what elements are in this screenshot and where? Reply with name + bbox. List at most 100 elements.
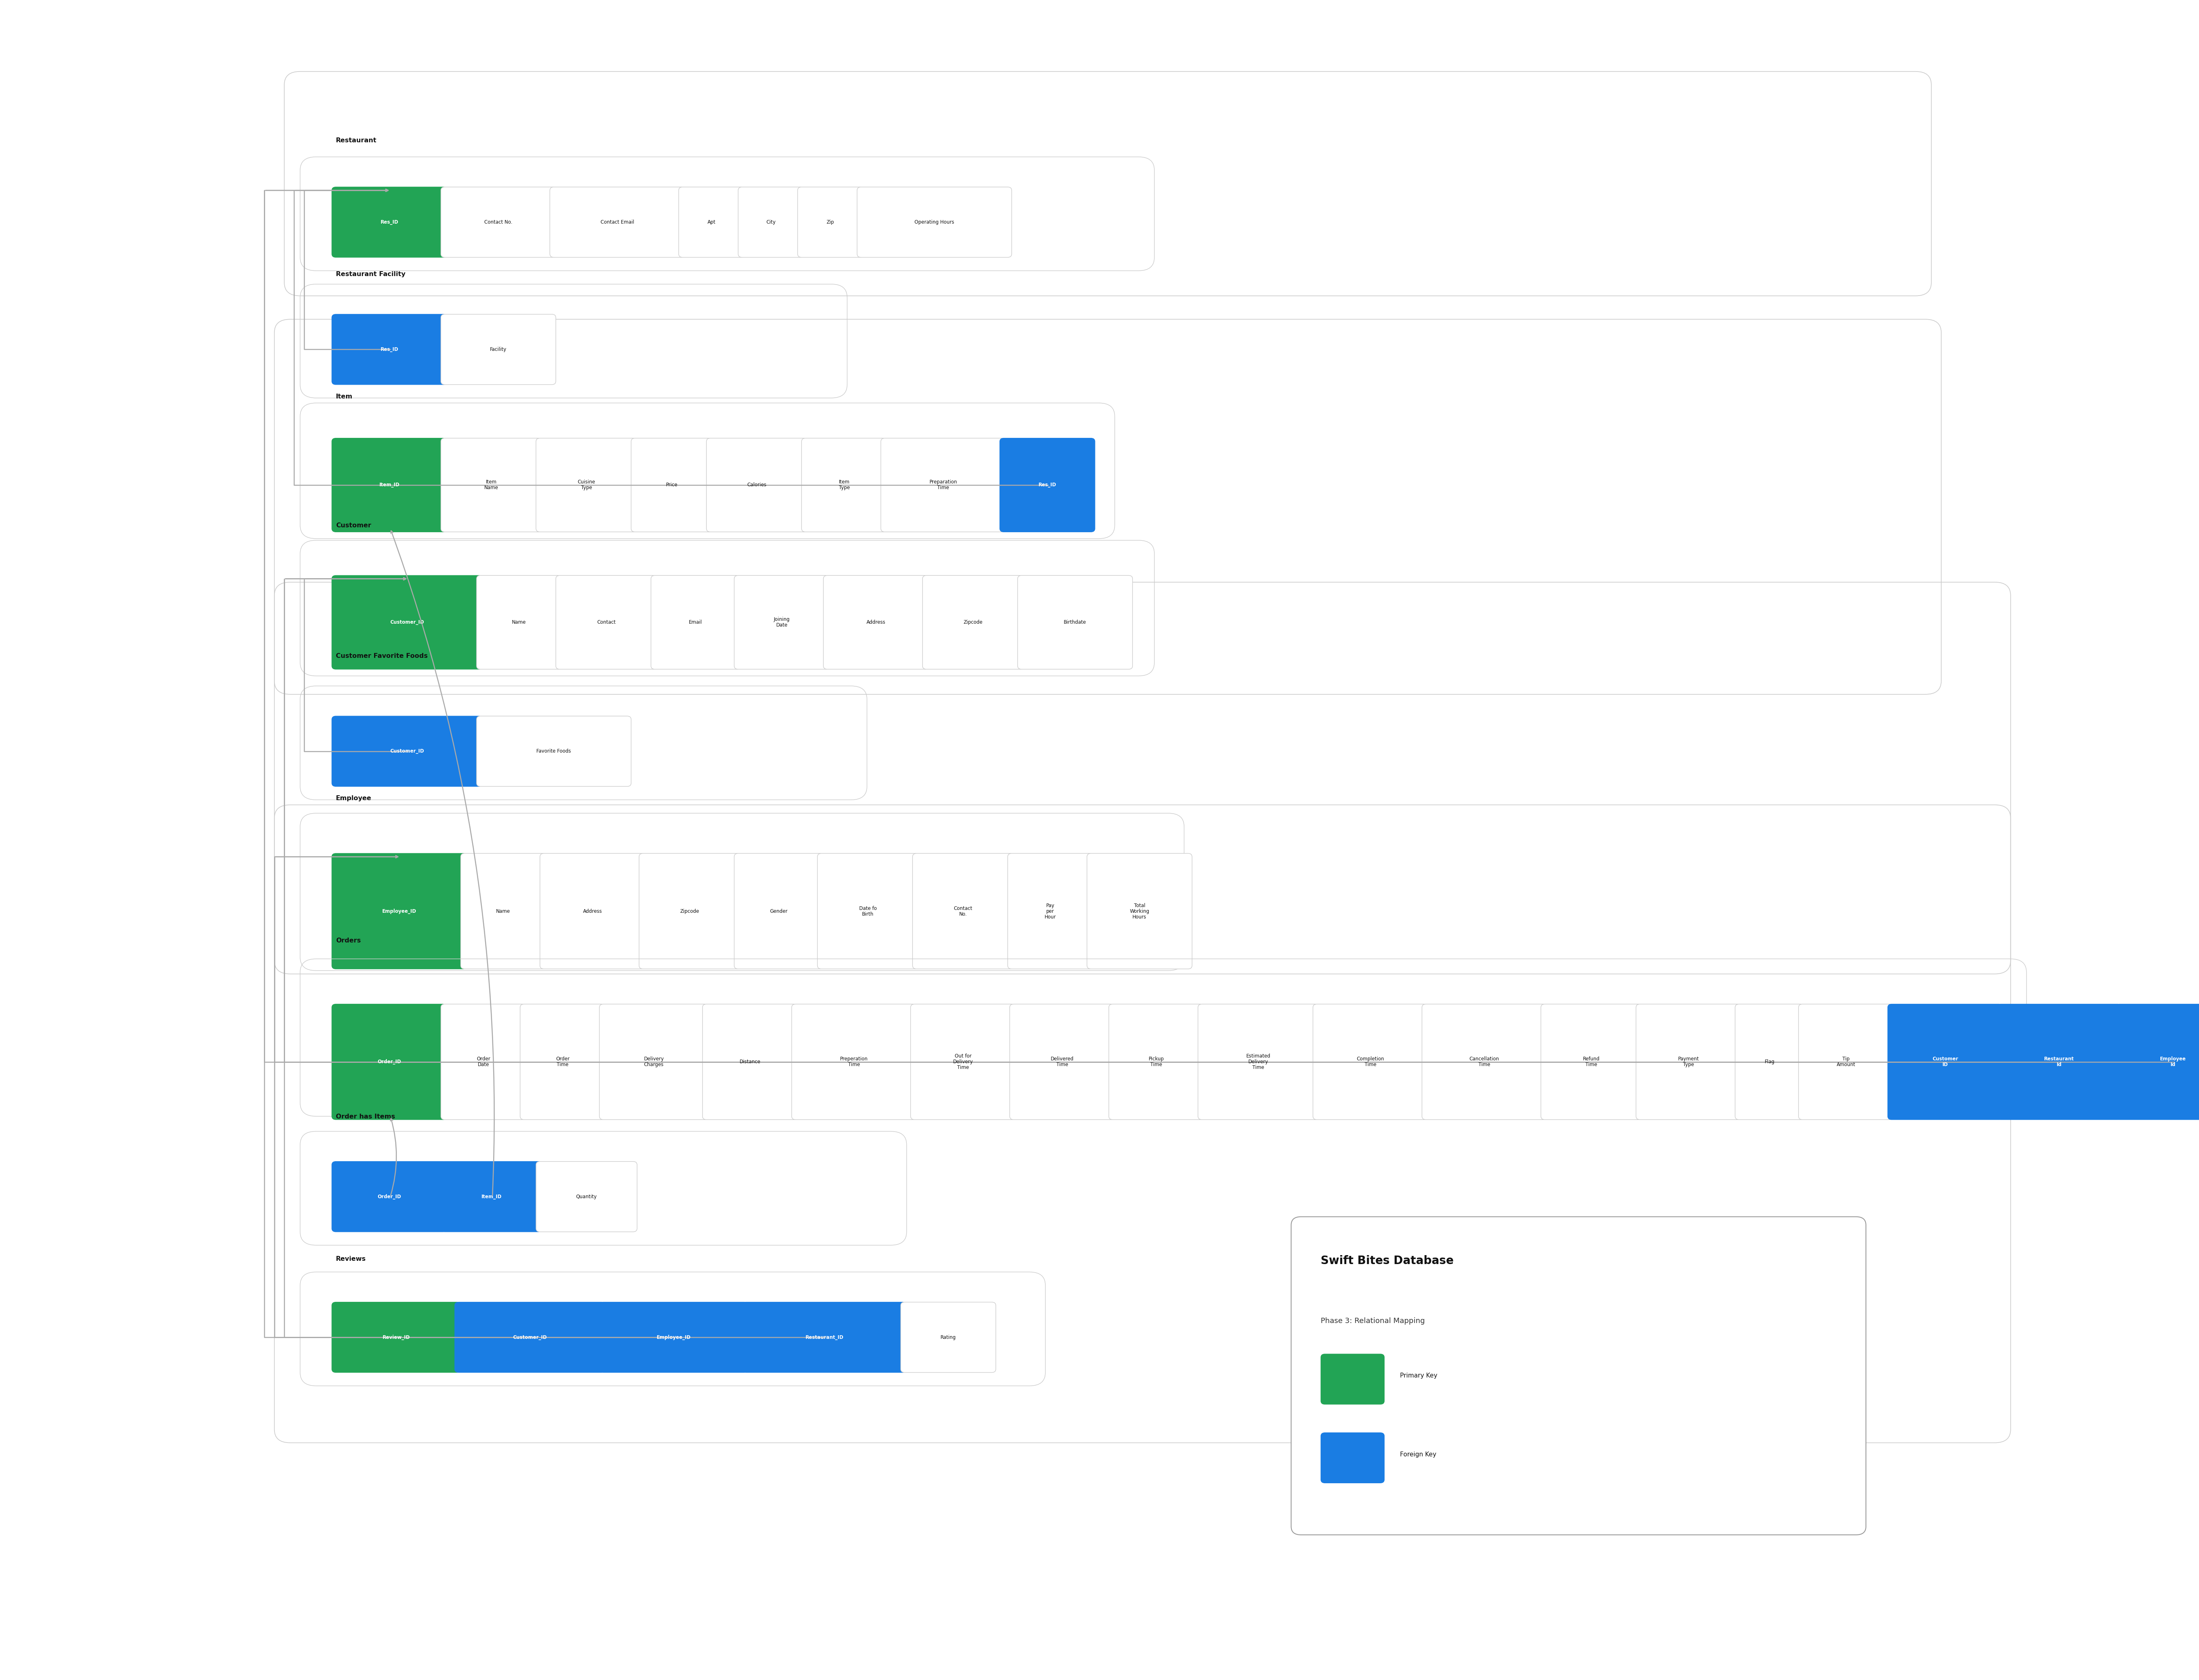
FancyBboxPatch shape [1001, 438, 1095, 533]
FancyBboxPatch shape [1007, 853, 1093, 969]
Text: Item_ID: Item_ID [482, 1194, 501, 1200]
FancyBboxPatch shape [1799, 1005, 1893, 1119]
FancyBboxPatch shape [792, 1005, 917, 1119]
Text: Restaurant_ID: Restaurant_ID [805, 1334, 844, 1341]
FancyBboxPatch shape [537, 438, 638, 533]
Text: Apt: Apt [708, 220, 715, 225]
FancyBboxPatch shape [734, 576, 829, 669]
Text: Restaurant: Restaurant [336, 138, 376, 143]
Text: Customer_ID: Customer_ID [389, 749, 424, 754]
FancyBboxPatch shape [1735, 1005, 1805, 1119]
FancyBboxPatch shape [882, 438, 1005, 533]
FancyBboxPatch shape [706, 438, 807, 533]
FancyBboxPatch shape [440, 314, 556, 385]
FancyBboxPatch shape [332, 186, 446, 257]
Text: Customer Favorite Foods: Customer Favorite Foods [336, 654, 427, 659]
Text: Quantity: Quantity [576, 1194, 596, 1200]
FancyBboxPatch shape [332, 853, 466, 969]
Text: Phase 3: Relational Mapping: Phase 3: Relational Mapping [1322, 1317, 1425, 1324]
FancyBboxPatch shape [440, 1161, 541, 1231]
Text: Name: Name [497, 909, 510, 914]
Text: Item
Name: Item Name [484, 479, 499, 491]
Text: Refund
Time: Refund Time [1583, 1057, 1601, 1067]
Text: Order_ID: Order_ID [378, 1194, 400, 1200]
Text: Joining
Date: Joining Date [774, 617, 789, 628]
Text: Swift Bites Database: Swift Bites Database [1322, 1255, 1454, 1267]
Text: Foreign Key: Foreign Key [1401, 1452, 1436, 1458]
FancyBboxPatch shape [332, 438, 446, 533]
Text: Completion
Time: Completion Time [1357, 1057, 1383, 1067]
Text: Restaurant Facility: Restaurant Facility [336, 270, 405, 277]
FancyBboxPatch shape [477, 576, 561, 669]
Text: Rating: Rating [941, 1334, 957, 1341]
Text: Favorite Foods: Favorite Foods [537, 749, 572, 754]
Text: Birthdate: Birthdate [1064, 620, 1086, 625]
Text: Delivery
Charges: Delivery Charges [644, 1057, 664, 1067]
Text: Out for
Delivery
Time: Out for Delivery Time [952, 1053, 974, 1070]
Text: Pay
per
Hour: Pay per Hour [1045, 902, 1056, 919]
FancyBboxPatch shape [1322, 1354, 1385, 1404]
Text: Date fo
Birth: Date fo Birth [860, 906, 877, 917]
FancyBboxPatch shape [631, 438, 712, 533]
Text: Order_ID: Order_ID [378, 1058, 400, 1065]
FancyBboxPatch shape [924, 576, 1023, 669]
FancyBboxPatch shape [1108, 1005, 1203, 1119]
FancyBboxPatch shape [521, 1005, 605, 1119]
Text: Contact No.: Contact No. [484, 220, 512, 225]
Text: Pickup
Time: Pickup Time [1148, 1057, 1163, 1067]
FancyBboxPatch shape [910, 1005, 1016, 1119]
Text: Contact Email: Contact Email [600, 220, 633, 225]
FancyBboxPatch shape [440, 1005, 526, 1119]
FancyBboxPatch shape [739, 186, 803, 257]
FancyBboxPatch shape [541, 853, 644, 969]
FancyBboxPatch shape [556, 576, 658, 669]
FancyBboxPatch shape [477, 716, 631, 786]
FancyBboxPatch shape [1291, 1216, 1867, 1536]
Text: Item_ID: Item_ID [378, 482, 400, 487]
Text: Estimated
Delivery
Time: Estimated Delivery Time [1247, 1053, 1271, 1070]
Text: Res_ID: Res_ID [380, 346, 398, 353]
FancyBboxPatch shape [1009, 1005, 1115, 1119]
Text: Address: Address [866, 620, 886, 625]
FancyBboxPatch shape [902, 1302, 996, 1373]
Text: Preperation
Time: Preperation Time [840, 1057, 869, 1067]
FancyBboxPatch shape [440, 186, 556, 257]
FancyBboxPatch shape [550, 186, 684, 257]
Text: Delivered
Time: Delivered Time [1051, 1057, 1073, 1067]
FancyBboxPatch shape [332, 576, 482, 669]
FancyBboxPatch shape [858, 186, 1012, 257]
Text: Employee
Id: Employee Id [2159, 1057, 2186, 1067]
FancyBboxPatch shape [455, 1302, 605, 1373]
FancyBboxPatch shape [1423, 1005, 1546, 1119]
FancyBboxPatch shape [1887, 1005, 2003, 1119]
Text: Email: Email [688, 620, 701, 625]
FancyBboxPatch shape [600, 1005, 708, 1119]
FancyBboxPatch shape [818, 853, 919, 969]
Text: Item: Item [336, 393, 352, 400]
FancyBboxPatch shape [803, 438, 886, 533]
FancyBboxPatch shape [332, 716, 482, 786]
Text: Orders: Orders [336, 937, 361, 944]
Text: Calories: Calories [748, 482, 767, 487]
Text: Distance: Distance [739, 1058, 761, 1065]
Text: Cuisine
Type: Cuisine Type [578, 479, 596, 491]
Text: Name: Name [512, 620, 526, 625]
FancyBboxPatch shape [1636, 1005, 1742, 1119]
Text: Item
Type: Item Type [838, 479, 849, 491]
Text: Res_ID: Res_ID [1038, 482, 1056, 487]
Text: Reviews: Reviews [336, 1257, 365, 1262]
FancyBboxPatch shape [332, 1161, 446, 1231]
FancyBboxPatch shape [1322, 1433, 1385, 1483]
Text: Employee_ID: Employee_ID [383, 909, 416, 914]
FancyBboxPatch shape [1997, 1005, 2122, 1119]
FancyBboxPatch shape [734, 853, 822, 969]
Text: Total
Working
Hours: Total Working Hours [1130, 902, 1150, 919]
Text: Preparation
Time: Preparation Time [930, 479, 957, 491]
FancyBboxPatch shape [679, 186, 743, 257]
FancyBboxPatch shape [822, 576, 928, 669]
Text: Facility: Facility [490, 346, 506, 353]
Text: Flag: Flag [1766, 1058, 1775, 1065]
FancyBboxPatch shape [2115, 1005, 2199, 1119]
Text: Res_ID: Res_ID [380, 220, 398, 225]
FancyBboxPatch shape [701, 1005, 798, 1119]
